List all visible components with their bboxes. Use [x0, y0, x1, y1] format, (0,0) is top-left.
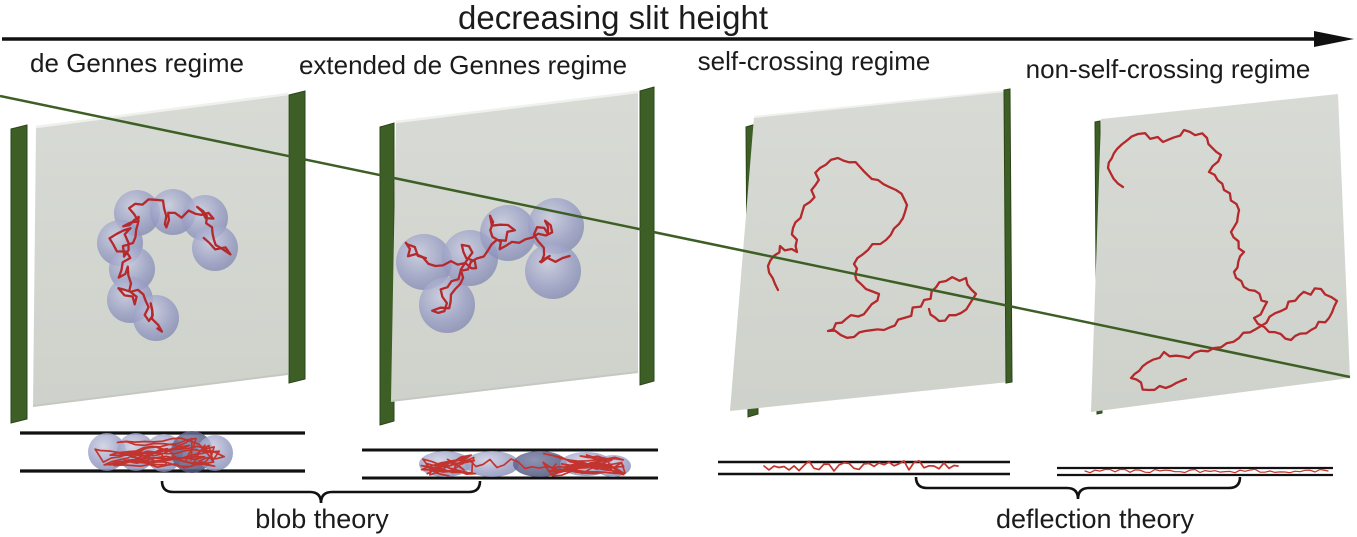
slit-wall-left	[10, 124, 28, 424]
slit-plate	[1091, 94, 1350, 412]
de-gennes-panel	[10, 90, 306, 424]
deflection-theory-label: deflection theory	[995, 504, 1195, 534]
confined-blobs	[88, 431, 233, 473]
confined-chain	[763, 459, 959, 472]
self-crossing-panel	[730, 88, 1013, 418]
blob-theory-label: blob theory	[255, 504, 389, 534]
polymer-with-blobs	[97, 189, 238, 341]
side-view-extended-de-gennes	[362, 448, 658, 480]
blob-theory-brace	[160, 480, 482, 504]
side-view-non-self-crossing	[1057, 466, 1333, 477]
decreasing-slit-height-arrow	[2, 31, 1354, 47]
deflection-theory-brace	[914, 476, 1242, 500]
panel-label-self-crossing: self-crossing regime	[697, 46, 931, 76]
slit-wall-right	[0, 94, 1351, 379]
panel-label-de-gennes: de Gennes regime	[30, 48, 244, 78]
panel-label-extended-de-gennes: extended de Gennes regime	[298, 50, 628, 80]
polymer-with-blobs	[396, 198, 584, 333]
slit-wall-right	[1003, 88, 1013, 384]
panel-label-non-self-crossing: non-self-crossing regime	[1025, 54, 1311, 84]
slit-plate	[33, 94, 288, 406]
extended-de-gennes-panel	[379, 86, 655, 426]
side-view-de-gennes	[20, 431, 305, 473]
confined-blobs	[419, 451, 631, 477]
confined-chain	[1084, 468, 1329, 474]
side-view-self-crossing	[718, 459, 1010, 476]
slit-wall-right	[639, 86, 655, 386]
polymer-chain	[1106, 128, 1339, 392]
slit-plate	[730, 91, 1009, 411]
non-self-crossing-panel	[0, 94, 1351, 415]
slit-wall-left	[379, 122, 395, 426]
arrowhead-icon	[1314, 31, 1354, 47]
slit-wall-right	[288, 90, 306, 384]
polymer-chain	[766, 156, 978, 339]
figure-title: decreasing slit height	[457, 0, 769, 36]
